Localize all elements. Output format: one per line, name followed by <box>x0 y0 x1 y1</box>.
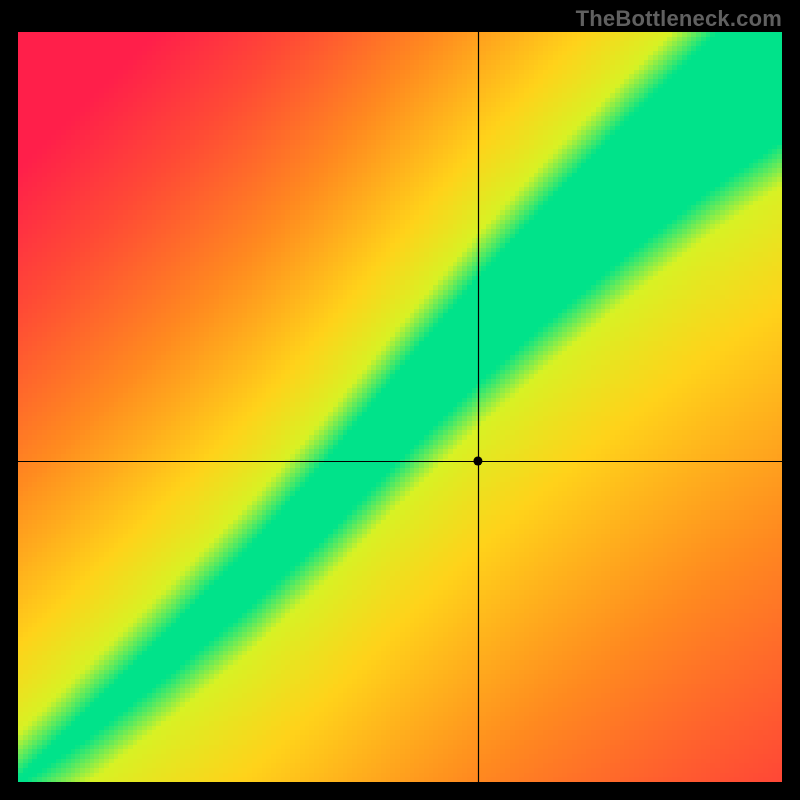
chart-container: TheBottleneck.com <box>0 0 800 800</box>
bottleneck-heatmap <box>18 32 782 782</box>
watermark-text: TheBottleneck.com <box>576 6 782 31</box>
watermark: TheBottleneck.com <box>576 6 782 32</box>
